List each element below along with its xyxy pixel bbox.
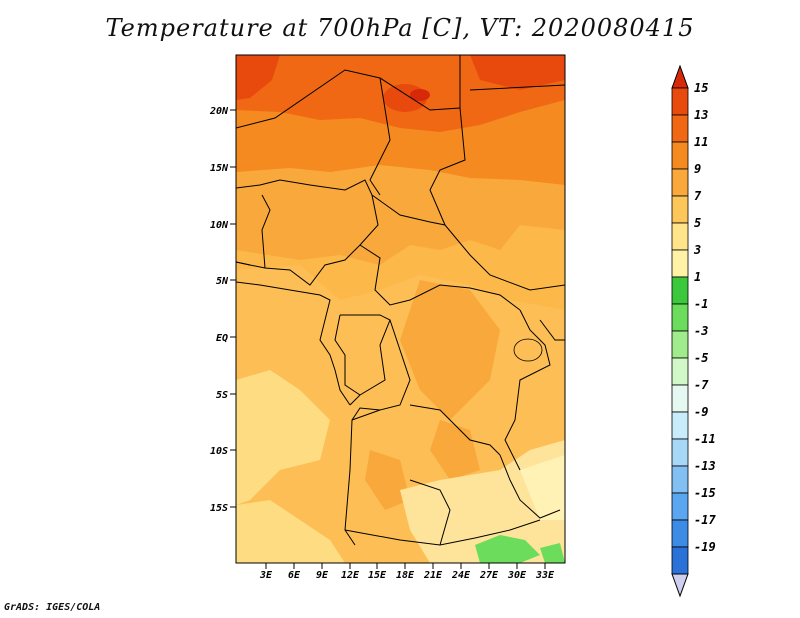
colorbar-bottom-cap — [671, 573, 689, 598]
lat-tick-label: 10S — [210, 446, 228, 457]
colorbar-label: -3 — [694, 324, 708, 338]
colorbar-label: -5 — [694, 351, 708, 365]
colorbar-swatch — [671, 276, 689, 305]
lon-tick-label: 6E — [288, 570, 301, 581]
lat-tick: 20N — [209, 106, 236, 117]
colorbar-label: 1 — [694, 270, 701, 284]
colorbar-swatch — [671, 87, 689, 116]
colorbar-swatch — [671, 141, 689, 170]
colorbar-swatch — [671, 465, 689, 494]
lon-tick-label: 12E — [341, 570, 360, 581]
lat-tick: 5S — [216, 390, 236, 401]
lat-tick: 10S — [210, 446, 236, 457]
colorbar-label: -1 — [694, 297, 708, 311]
lon-tick-label: 21E — [423, 570, 443, 581]
colorbar-label: -7 — [694, 378, 709, 392]
colorbar-swatch — [671, 546, 689, 575]
colorbar-swatch — [671, 249, 689, 278]
grads-credit: GrADS: IGES/COLA — [4, 602, 101, 613]
colorbar-label: -17 — [694, 513, 716, 527]
lon-tick-label: 18E — [396, 570, 415, 581]
lat-tick-label: 5N — [216, 276, 229, 287]
lon-tick-label: 15E — [368, 570, 387, 581]
lon-tick-label: 27E — [479, 570, 499, 581]
temperature-field — [236, 55, 565, 563]
lon-axis: 3E 6E 9E 12E 15E 18E 21E 24E 27E 30E 33E — [259, 563, 555, 581]
lat-tick: 5N — [216, 276, 236, 287]
colorbar-label: 3 — [693, 243, 701, 257]
lat-tick-label: 20N — [209, 106, 229, 117]
colorbar-label: -11 — [694, 432, 716, 446]
colorbar-label: -15 — [694, 486, 716, 500]
colorbar-swatch — [671, 519, 689, 548]
colorbar-label: 13 — [694, 108, 708, 122]
colorbar-swatch — [671, 222, 689, 251]
lon-tick-label: 33E — [535, 570, 555, 581]
lon-tick: 6E — [288, 563, 301, 581]
lon-tick: 9E — [316, 563, 329, 581]
lon-tick: 21E — [423, 563, 443, 581]
lat-tick-label: 15N — [210, 163, 229, 174]
lon-tick-label: 24E — [451, 570, 471, 581]
lon-tick: 33E — [535, 563, 555, 581]
lat-tick: EQ — [216, 333, 236, 344]
coastline — [235, 281, 351, 406]
lat-tick: 10N — [210, 220, 236, 231]
colorbar-label: -19 — [694, 540, 716, 554]
colorbar-swatch — [671, 357, 689, 386]
lon-tick: 30E — [507, 563, 527, 581]
colorbar-swatch — [671, 114, 689, 143]
colorbar-label: 7 — [694, 189, 702, 203]
lon-tick: 27E — [479, 563, 499, 581]
lon-tick: 12E — [341, 563, 360, 581]
colorbar-swatch — [671, 411, 689, 440]
colorbar-label: -13 — [694, 459, 716, 473]
colorbar-swatch — [671, 330, 689, 359]
colorbar-label: 11 — [694, 135, 708, 149]
lat-tick: 15N — [210, 163, 236, 174]
lat-tick: 15S — [210, 503, 236, 514]
lat-tick-label: EQ — [216, 333, 228, 344]
lon-tick: 3E — [259, 563, 273, 581]
colorbar-swatch — [671, 195, 689, 224]
colorbar-label: -9 — [694, 405, 708, 419]
lon-tick: 18E — [396, 563, 415, 581]
colorbar-label: 5 — [694, 216, 701, 230]
lon-tick-label: 9E — [316, 570, 329, 581]
country-borders — [236, 55, 565, 546]
lat-tick-label: 5S — [216, 390, 228, 401]
colorbar-label: 9 — [694, 162, 701, 176]
lon-tick: 24E — [451, 563, 471, 581]
colorbar-swatch — [671, 384, 689, 413]
colorbar-swatch — [671, 438, 689, 467]
colorbar-swatch — [671, 303, 689, 332]
map-title: Temperature at 700hPa [C], VT: 202008041… — [105, 14, 695, 42]
colorbar-swatch — [671, 168, 689, 197]
colorbar-label: 15 — [694, 81, 708, 95]
lon-tick: 15E — [368, 563, 387, 581]
lon-tick-label: 3E — [259, 570, 273, 581]
lat-tick-label: 10N — [210, 220, 229, 231]
colorbar: 15 13 11 9 7 5 3 1 -1 -3 -5 -7 -9 -11 -13 -15 -17 -19 — [671, 64, 716, 598]
lat-axis: 20N 15N 10N 5N EQ 5S 10S 15S — [209, 106, 236, 514]
lon-tick-label: 30E — [507, 570, 527, 581]
plot-frame — [235, 54, 566, 564]
lat-tick-label: 15S — [210, 503, 228, 514]
colorbar-swatch — [671, 492, 689, 521]
colorbar-top-cap — [671, 64, 689, 89]
